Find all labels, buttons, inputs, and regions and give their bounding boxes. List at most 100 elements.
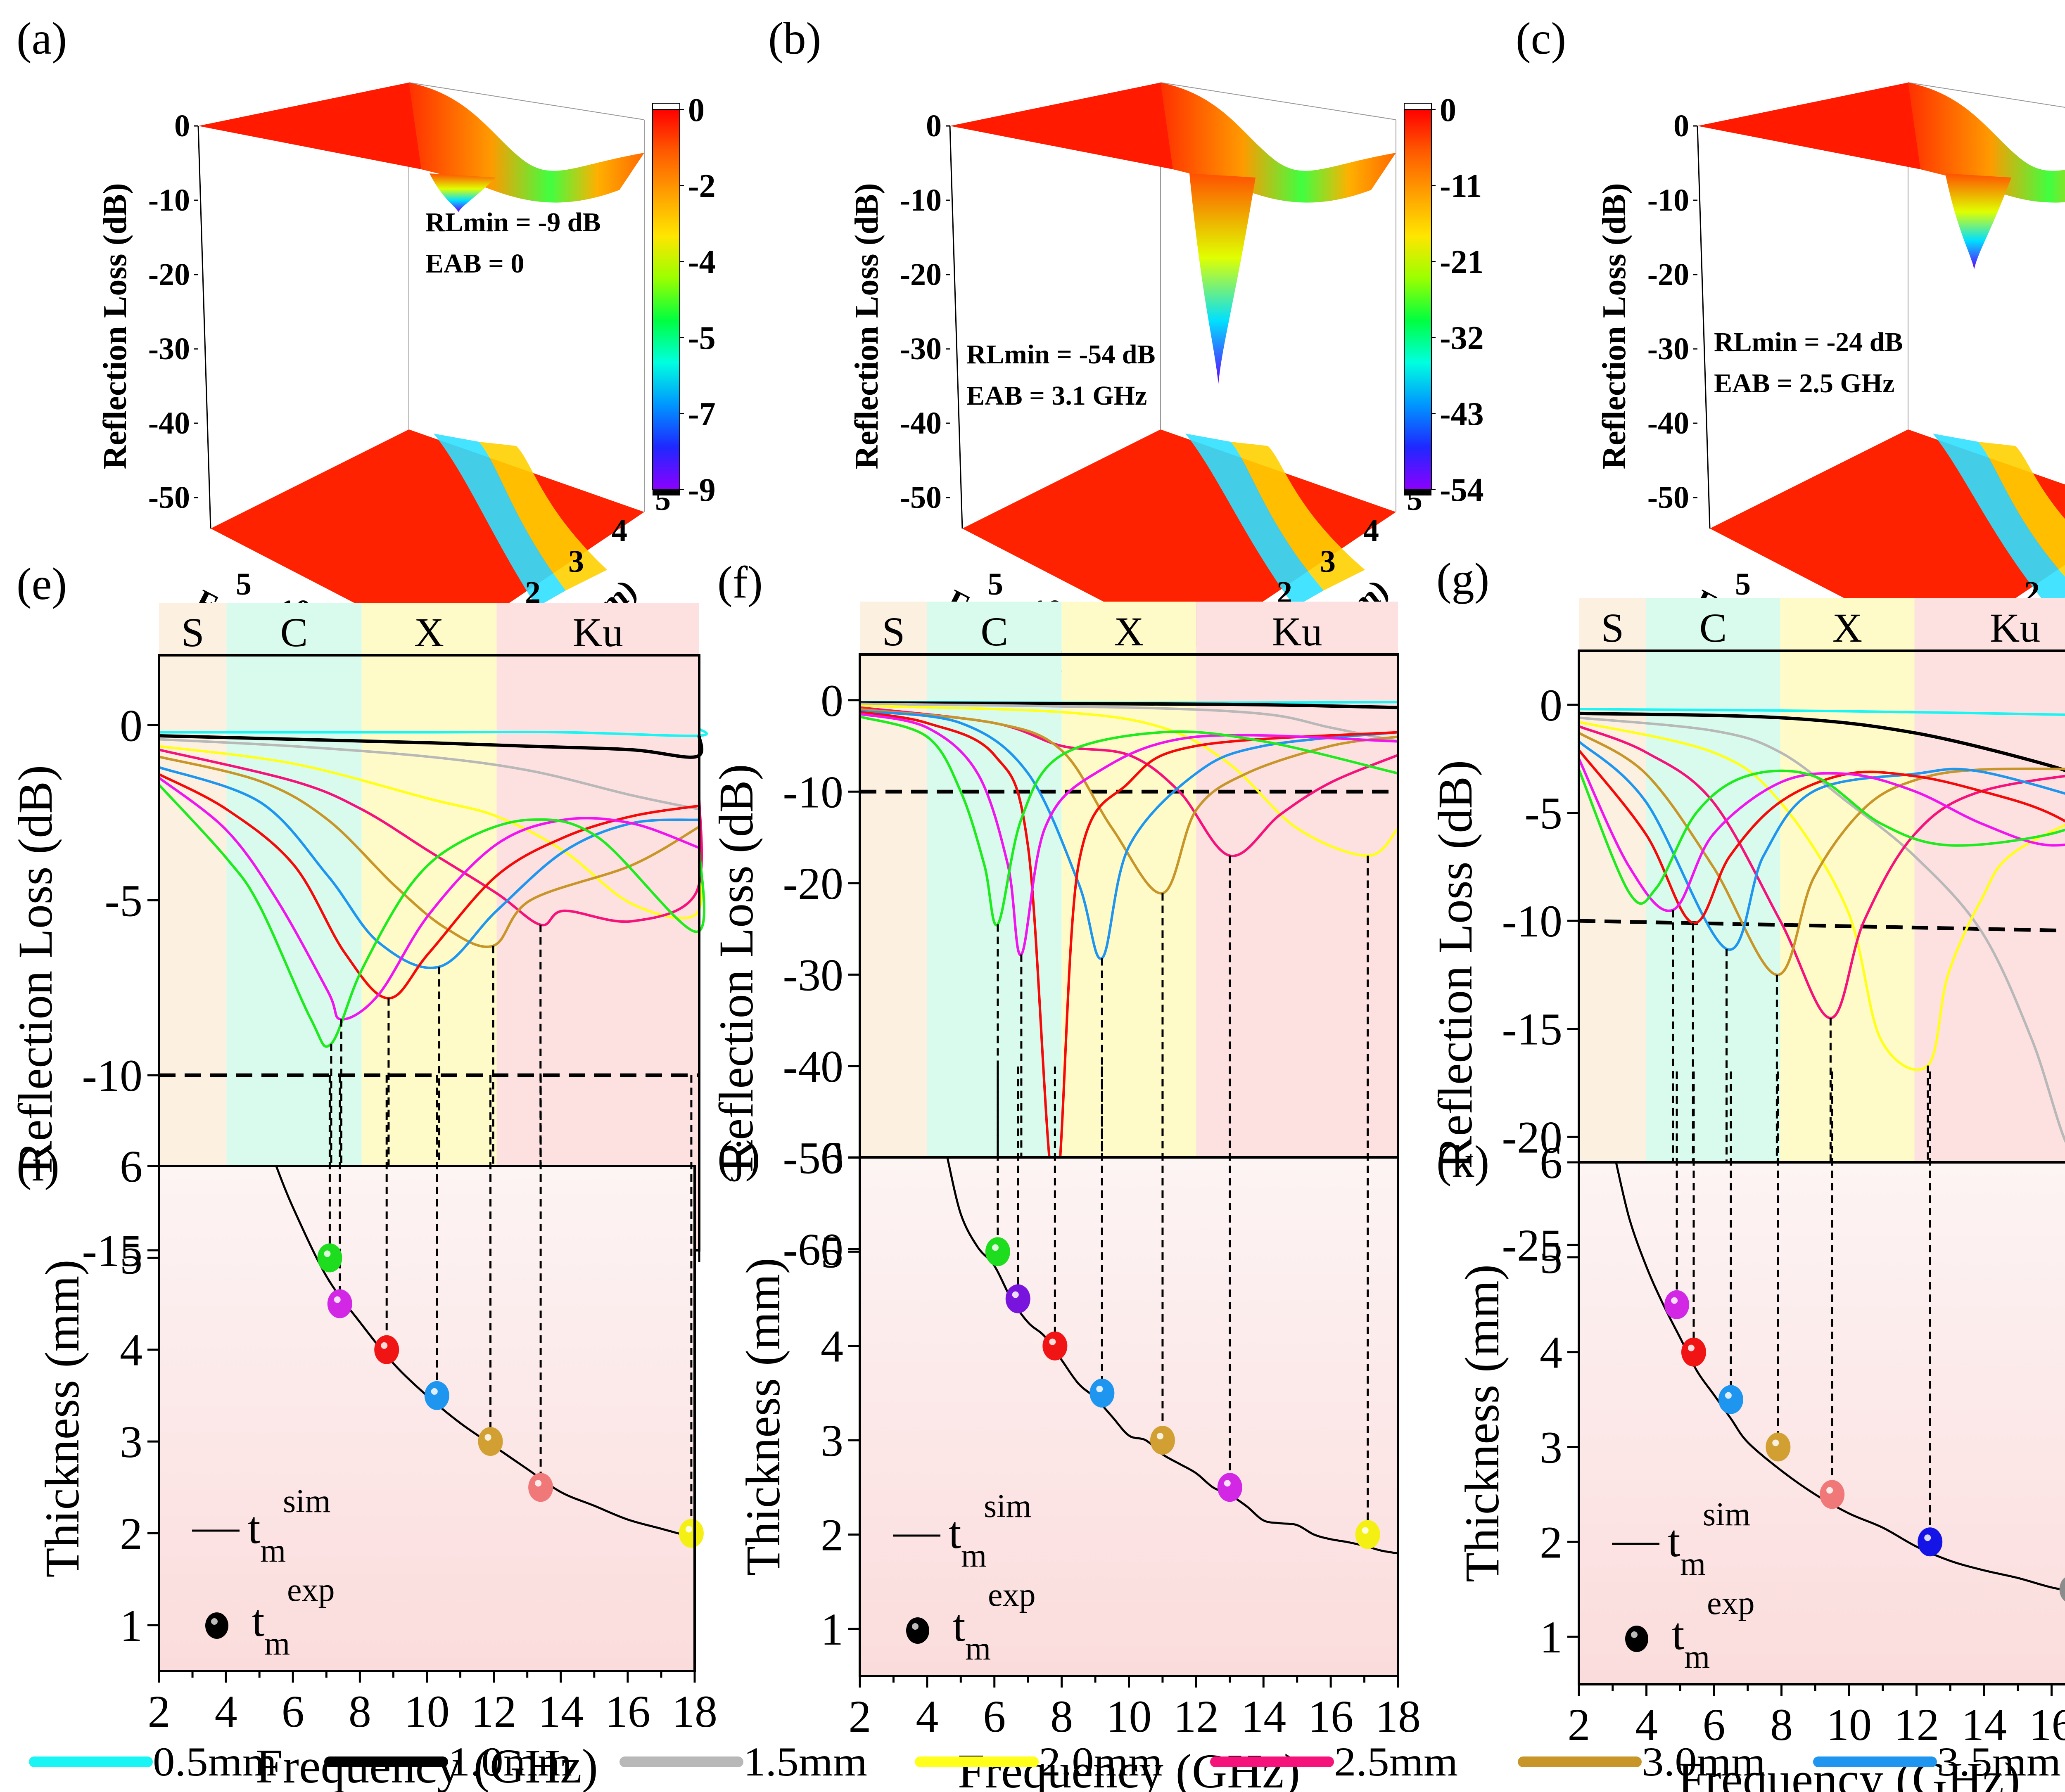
colorbar-tick-label: -32 bbox=[1440, 320, 1484, 356]
series-line-0-5mm bbox=[1578, 708, 2065, 716]
colorbar bbox=[1404, 109, 1432, 490]
band-label: X bbox=[414, 609, 444, 655]
legend-sim-label: t bbox=[1668, 1516, 1680, 1566]
y-tick-label: 4 bbox=[1540, 1327, 1562, 1378]
y-tick-label: -10 bbox=[1502, 896, 1562, 946]
legend-swatch-2-0mm bbox=[915, 1756, 1039, 1767]
legend-exp-label: t bbox=[1672, 1609, 1685, 1659]
frequency-band-s bbox=[860, 602, 927, 1249]
contour-band bbox=[479, 442, 607, 590]
y-axis-label: Thickness (mm) bbox=[1455, 1264, 1509, 1582]
z-tick-label: -40 bbox=[1647, 406, 1689, 441]
series-line-4-0mm bbox=[158, 773, 700, 1000]
x-tick-label: 10 bbox=[1826, 1700, 1872, 1750]
panel-label: (c) bbox=[1516, 13, 1566, 64]
legend-exp-subscript: m bbox=[1684, 1639, 1710, 1675]
y-tick-label: 3 bbox=[1540, 1422, 1562, 1472]
z-tick-label: -10 bbox=[148, 183, 190, 218]
y-tick-label: 0 bbox=[1540, 680, 1562, 730]
legend-swatch-2-5mm bbox=[1210, 1756, 1334, 1767]
band-label: C bbox=[1699, 605, 1727, 651]
panel-label: (i) bbox=[17, 1140, 59, 1190]
x-tick-label: 5 bbox=[236, 567, 252, 602]
colorbar-tick-label: -7 bbox=[688, 396, 716, 432]
series-line-4-0mm bbox=[1578, 749, 2065, 924]
point-highlight bbox=[1671, 1297, 1678, 1304]
colorbar-cap bbox=[653, 489, 680, 495]
legend-sim-subscript: m bbox=[961, 1538, 987, 1574]
y-axis-label: Reflection Loss (dB) bbox=[1428, 760, 1482, 1169]
series-line-1-0mm bbox=[159, 734, 703, 759]
contour-band bbox=[1978, 442, 2065, 577]
z-tick-label: -40 bbox=[900, 406, 942, 441]
legend-exp-superscript: exp bbox=[988, 1577, 1036, 1613]
y-tick-label: 5 bbox=[120, 1233, 142, 1283]
legend-sim-superscript: sim bbox=[283, 1483, 331, 1519]
panel-label: (j) bbox=[717, 1131, 760, 1182]
colorbar bbox=[652, 109, 680, 490]
rl-panel-g: (g) S C X Ku 0 -5 -10 -15 -20 -25 Reflection Loss (… bbox=[1428, 554, 2065, 1641]
y-tick-label: -50 bbox=[783, 1133, 843, 1183]
point-highlight bbox=[484, 1434, 491, 1441]
point-highlight bbox=[1631, 1631, 1638, 1638]
x-tick-label: 16 bbox=[1308, 1691, 1353, 1742]
annotation-eab: EAB = 3.1 GHz bbox=[966, 381, 1147, 411]
point-highlight bbox=[381, 1342, 388, 1349]
x-tick-label: 14 bbox=[538, 1686, 584, 1737]
exp-thickness-point bbox=[679, 1519, 704, 1548]
panel-label: (a) bbox=[17, 13, 67, 64]
y-tick-label: 1 bbox=[120, 1600, 142, 1651]
point-highlight bbox=[1688, 1344, 1695, 1351]
series-line-3-5mm bbox=[159, 766, 700, 969]
band-label: Ku bbox=[1272, 609, 1322, 654]
band-label: S bbox=[181, 609, 204, 655]
contour-band-min bbox=[434, 434, 566, 607]
x-tick-label: 6 bbox=[282, 1686, 304, 1737]
z-tick-label: -20 bbox=[1647, 257, 1689, 292]
x-tick-label: 5 bbox=[1735, 567, 1751, 602]
colorbar-tick-label: 0 bbox=[1440, 92, 1456, 128]
panel-label: (e) bbox=[17, 559, 67, 609]
colorbar-cap bbox=[1404, 103, 1432, 110]
y-tick-label: -30 bbox=[783, 950, 843, 1000]
x-tick-label: 4 bbox=[916, 1691, 938, 1742]
x-tick-label: 10 bbox=[1106, 1691, 1152, 1742]
exp-thickness-point bbox=[1918, 1527, 1943, 1557]
contour-band-min bbox=[1933, 434, 2065, 607]
z-tick-label: -30 bbox=[1647, 332, 1689, 366]
y-tick-label: 2 bbox=[821, 1510, 843, 1560]
y-axis-label: Thickness (mm) bbox=[35, 1259, 89, 1577]
annotation-eab: EAB = 2.5 GHz bbox=[1714, 368, 1894, 398]
frequency-band-x bbox=[361, 603, 497, 1250]
box-edge bbox=[408, 82, 645, 120]
exp-thickness-point bbox=[1042, 1331, 1068, 1361]
series-line-5-0mm bbox=[859, 715, 1398, 927]
x-axis-label: Frequency (GHz) bbox=[958, 1744, 1300, 1792]
z-tick-label: -50 bbox=[1647, 480, 1689, 515]
y-tick-label: -5 bbox=[104, 875, 142, 926]
band-label: X bbox=[1832, 605, 1862, 651]
point-highlight bbox=[912, 1623, 919, 1630]
z-tick-label: 0 bbox=[174, 109, 190, 143]
exp-thickness-point bbox=[1664, 1290, 1690, 1319]
legend-label: 2.5mm bbox=[1334, 1739, 1458, 1785]
colorbar-tick-label: -2 bbox=[688, 168, 716, 204]
exp-thickness-point bbox=[1217, 1473, 1242, 1502]
plot-background bbox=[159, 1166, 695, 1671]
sim-thickness-curve bbox=[1615, 1162, 2065, 1591]
series-line-2-5mm bbox=[159, 748, 703, 927]
y-tick-label: 4 bbox=[821, 1321, 843, 1372]
legend-exp-subscript: m bbox=[264, 1626, 290, 1662]
legend-label: 3.5mm bbox=[1937, 1739, 2061, 1785]
z-axis-line bbox=[197, 126, 211, 529]
legend-swatch-1-5mm bbox=[620, 1756, 743, 1767]
point-highlight bbox=[1924, 1534, 1931, 1541]
point-highlight bbox=[1049, 1338, 1056, 1345]
exp-thickness-point bbox=[1681, 1337, 1706, 1367]
exp-thickness-point bbox=[1355, 1520, 1380, 1549]
series-line-4-5mm bbox=[1578, 758, 2065, 912]
x-tick-label: 18 bbox=[1375, 1691, 1421, 1742]
x-tick-label: 12 bbox=[1173, 1691, 1219, 1742]
band-label: Ku bbox=[573, 609, 623, 655]
y-axis-label: Thickness (mm) bbox=[736, 1258, 790, 1576]
